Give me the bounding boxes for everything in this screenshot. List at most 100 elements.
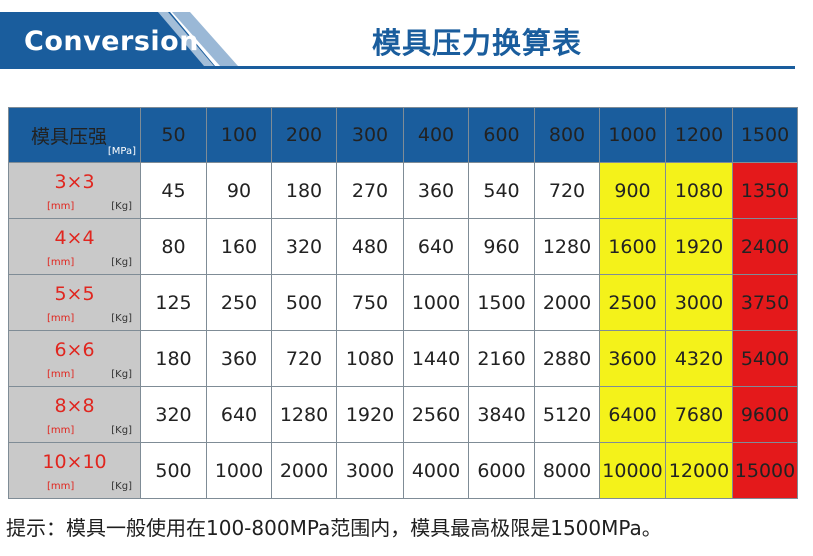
table-cell: 2500 [599,274,666,331]
size-label: 3×3 [54,171,95,193]
table-cell: 7680 [665,386,733,443]
kg-unit: [Kg] [111,201,132,212]
table-cell: 750 [336,274,404,331]
table-cell: 15000 [732,442,798,499]
table-cell: 3000 [665,274,733,331]
table-cell: 500 [271,274,337,331]
table-cell: 180 [140,330,207,387]
table-cell: 9600 [732,386,798,443]
table-cell: 640 [206,386,272,443]
column-header: 1200 [665,107,733,163]
mm-unit: [mm] [47,201,75,212]
table-cell: 2560 [403,386,469,443]
pressure-table: 模具压强 [MPa] 50 100 200 300 400 600 800 1000 1200 150… [8,107,798,499]
corner-label: 模具压强 [31,126,108,148]
table-cell: 360 [403,162,469,219]
table-cell: 80 [140,218,207,275]
table-cell: 500 [140,442,207,499]
row-header: 6×6 [mm] [Kg] [8,330,141,387]
column-header: 1500 [732,107,798,163]
table-cell: 1000 [403,274,469,331]
table-cell: 960 [468,218,535,275]
table-cell: 3000 [336,442,404,499]
mm-unit: [mm] [47,481,75,492]
table-cell: 8000 [534,442,600,499]
table-cell: 1000 [206,442,272,499]
table-cell: 1920 [336,386,404,443]
table-row: 3×3 [mm] [Kg] 45 90 180 270 360 540 720 900 1080 135… [8,162,798,219]
table-row: 4×4 [mm] [Kg] 80 160 320 480 640 960 1280 1600 1920… [8,218,798,275]
table-cell: 720 [271,330,337,387]
table-cell: 6000 [468,442,535,499]
table-cell: 320 [140,386,207,443]
table-cell: 1350 [732,162,798,219]
table-cell: 2000 [271,442,337,499]
table-cell: 1600 [599,218,666,275]
table-cell: 360 [206,330,272,387]
table-cell: 4320 [665,330,733,387]
row-header: 3×3 [mm] [Kg] [8,162,141,219]
mm-unit: [mm] [47,369,75,380]
row-header: 8×8 [mm] [Kg] [8,386,141,443]
table-cell: 2160 [468,330,535,387]
table-cell: 125 [140,274,207,331]
table-cell: 1280 [534,218,600,275]
table-cell: 2400 [732,218,798,275]
header: Conversion 模具压力换算表 [0,0,813,72]
column-header: 200 [271,107,337,163]
table-cell: 320 [271,218,337,275]
size-label: 6×6 [54,339,95,361]
size-label: 10×10 [42,451,107,473]
table-cell: 540 [468,162,535,219]
column-header: 50 [140,107,207,163]
mm-unit: [mm] [47,425,75,436]
row-header: 5×5 [mm] [Kg] [8,274,141,331]
table-cell: 720 [534,162,600,219]
table-cell: 4000 [403,442,469,499]
table-cell: 90 [206,162,272,219]
footnote: 提示：模具一般使用在100-800MPa范围内，模具最高极限是1500MPa。 [6,516,662,540]
table-cell: 5120 [534,386,600,443]
table-cell: 1920 [665,218,733,275]
table-row: 6×6 [mm] [Kg] 180 360 720 1080 1440 2160 2880 3600… [8,330,798,387]
page-title: 模具压力换算表 [372,26,583,60]
table-cell: 3750 [732,274,798,331]
table-cell: 270 [336,162,404,219]
size-label: 5×5 [54,283,95,305]
column-header: 400 [403,107,469,163]
column-header: 1000 [599,107,666,163]
table-cell: 1280 [271,386,337,443]
table-row: 5×5 [mm] [Kg] 125 250 500 750 1000 1500 2000 2500 3… [8,274,798,331]
table-cell: 1500 [468,274,535,331]
table-cell: 3600 [599,330,666,387]
mm-unit: [mm] [47,257,75,268]
kg-unit: [Kg] [111,369,132,380]
table-cell: 2880 [534,330,600,387]
table-cell: 900 [599,162,666,219]
row-header: 4×4 [mm] [Kg] [8,218,141,275]
size-label: 8×8 [54,395,95,417]
table-cell: 2000 [534,274,600,331]
table-cell: 1080 [665,162,733,219]
corner-unit: [MPa] [107,146,136,157]
table-cell: 5400 [732,330,798,387]
table-cell: 10000 [599,442,666,499]
table-cell: 250 [206,274,272,331]
row-header: 10×10 [mm] [Kg] [8,442,141,499]
table-cell: 480 [336,218,404,275]
header-row: 模具压强 [MPa] 50 100 200 300 400 600 800 1000 1200 150… [8,107,798,163]
header-divider [0,66,795,69]
kg-unit: [Kg] [111,425,132,436]
table-row: 8×8 [mm] [Kg] 320 640 1280 1920 2560 3840 5120 640… [8,386,798,443]
table-cell: 640 [403,218,469,275]
kg-unit: [Kg] [111,481,132,492]
banner-text: Conversion [24,26,199,57]
table-row: 10×10 [mm] [Kg] 500 1000 2000 3000 4000 6000 8000… [8,442,798,499]
corner-header: 模具压强 [MPa] [8,107,141,163]
table-cell: 180 [271,162,337,219]
table-cell: 160 [206,218,272,275]
column-header: 300 [336,107,404,163]
table-cell: 3840 [468,386,535,443]
mm-unit: [mm] [47,313,75,324]
kg-unit: [Kg] [111,313,132,324]
